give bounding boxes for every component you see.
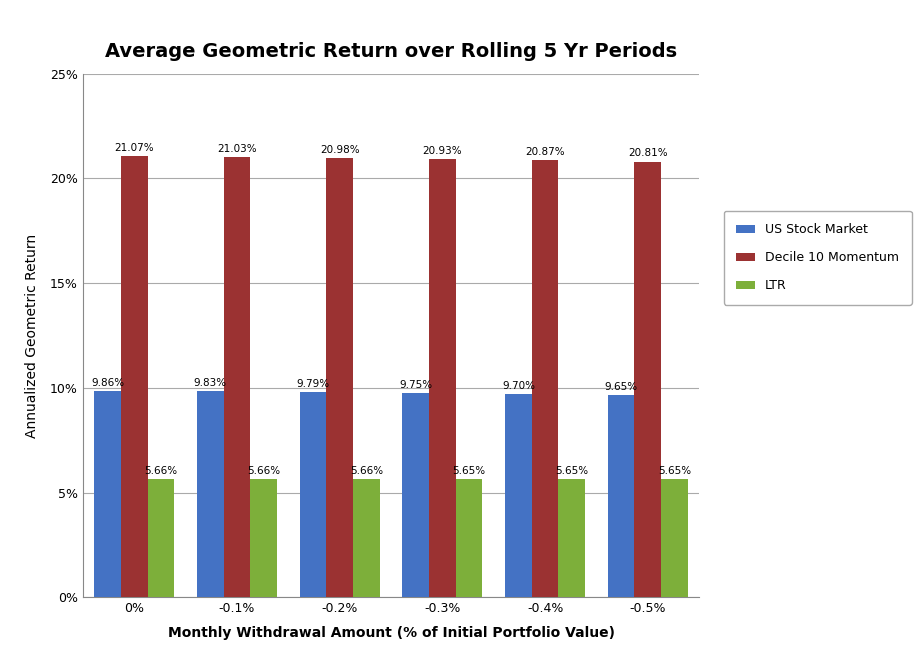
Text: 5.65%: 5.65% [657,466,690,476]
Text: 20.81%: 20.81% [628,148,667,158]
Text: 5.65%: 5.65% [555,466,588,476]
Bar [455,479,482,597]
Text: 20.87%: 20.87% [525,147,564,157]
Bar [223,157,250,597]
Bar [531,160,558,597]
Bar [402,393,428,597]
Text: 9.65%: 9.65% [604,382,637,392]
Text: 9.83%: 9.83% [193,378,226,389]
Text: 9.79%: 9.79% [296,379,329,389]
Legend: US Stock Market, Decile 10 Momentum, LTR: US Stock Market, Decile 10 Momentum, LTR [723,211,911,305]
Bar [353,478,380,597]
Bar [661,479,687,597]
Bar [250,478,277,597]
Text: 5.66%: 5.66% [247,466,280,476]
Text: 5.66%: 5.66% [144,466,177,476]
Text: 9.75%: 9.75% [399,380,432,390]
Text: 9.70%: 9.70% [502,381,534,391]
Text: 20.98%: 20.98% [320,145,359,155]
X-axis label: Monthly Withdrawal Amount (% of Initial Portfolio Value): Monthly Withdrawal Amount (% of Initial … [167,626,614,640]
Text: 5.66%: 5.66% [349,466,382,476]
Bar [300,393,326,597]
Bar [558,479,584,597]
Text: 20.93%: 20.93% [422,146,461,156]
Bar [607,395,634,597]
Title: Average Geometric Return over Rolling 5 Yr Periods: Average Geometric Return over Rolling 5 … [105,42,676,61]
Y-axis label: Annualized Geometric Return: Annualized Geometric Return [25,234,39,437]
Bar [120,156,147,597]
Text: 21.07%: 21.07% [114,143,153,153]
Bar [326,158,353,597]
Bar [197,391,223,597]
Bar [147,478,174,597]
Text: 5.65%: 5.65% [452,466,485,476]
Bar [505,394,531,597]
Bar [428,159,455,597]
Bar [94,391,120,597]
Text: 21.03%: 21.03% [217,144,256,154]
Bar [634,162,661,597]
Text: 9.86%: 9.86% [91,378,124,388]
